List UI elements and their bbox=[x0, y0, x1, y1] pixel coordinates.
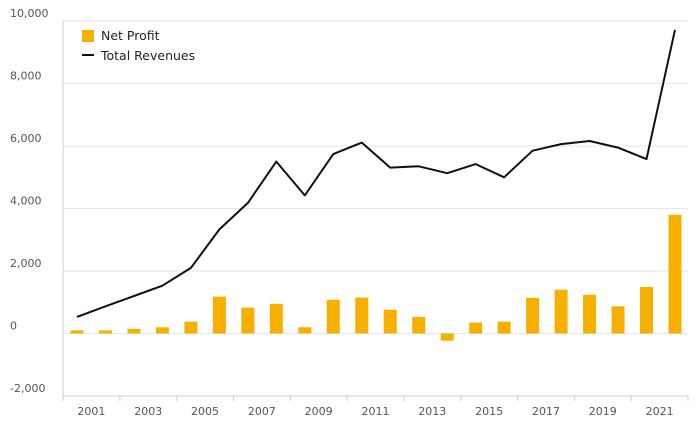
net-profit-bar bbox=[440, 333, 454, 341]
net-profit-bar bbox=[583, 294, 597, 334]
x-tick-label: 2019 bbox=[589, 405, 617, 418]
net-profit-bar bbox=[212, 296, 226, 334]
net-profit-bar bbox=[383, 309, 397, 334]
legend-total-revenues-label: Total Revenues bbox=[100, 48, 195, 63]
total-revenues-line-group bbox=[76, 29, 676, 318]
legend: Net Profit Total Revenues bbox=[82, 28, 195, 63]
x-tick-label: 2015 bbox=[475, 405, 503, 418]
net-profit-bar bbox=[668, 214, 682, 334]
x-tick-label: 2007 bbox=[248, 405, 276, 418]
y-tick-label: 8,000 bbox=[10, 70, 42, 83]
net-profit-bar bbox=[184, 321, 198, 334]
y-tick-label: 0 bbox=[10, 320, 17, 333]
y-tick-label: 10,000 bbox=[10, 7, 49, 20]
x-tick-label: 2001 bbox=[77, 405, 105, 418]
net-profit-bar bbox=[611, 306, 625, 334]
net-profit-bar bbox=[70, 330, 84, 334]
net-profit-bar bbox=[298, 327, 312, 334]
net-profit-bars bbox=[70, 214, 682, 341]
net-profit-bar bbox=[98, 330, 112, 334]
net-profit-bar bbox=[326, 299, 340, 334]
x-tick-label: 2011 bbox=[362, 405, 390, 418]
legend-net-profit-swatch bbox=[82, 30, 94, 42]
net-profit-bar bbox=[355, 297, 369, 334]
net-profit-bar bbox=[155, 327, 169, 334]
net-profit-bar bbox=[269, 303, 283, 334]
x-tick-label: 2009 bbox=[305, 405, 333, 418]
net-profit-bar bbox=[412, 316, 426, 334]
x-tick-label: 2021 bbox=[646, 405, 674, 418]
y-tick-label: 2,000 bbox=[10, 257, 42, 270]
net-profit-bar bbox=[241, 307, 255, 334]
y-tick-label: 4,000 bbox=[10, 195, 42, 208]
x-tick-label: 2005 bbox=[191, 405, 219, 418]
y-tick-label: 6,000 bbox=[10, 132, 42, 145]
net-profit-bar bbox=[469, 322, 483, 334]
y-tick-label: -2,000 bbox=[10, 382, 45, 395]
total-revenues-line bbox=[76, 29, 676, 318]
net-profit-bar bbox=[127, 328, 141, 334]
axes: -2,000 0 2,000 4,000 6,000 8,000 10,000 2001 200… bbox=[10, 7, 689, 418]
net-profit-bar bbox=[640, 286, 654, 334]
net-profit-bar bbox=[526, 297, 540, 334]
x-tick-label: 2013 bbox=[418, 405, 446, 418]
x-tick-label: 2017 bbox=[532, 405, 560, 418]
gridlines bbox=[63, 20, 688, 397]
net-profit-bar bbox=[554, 289, 568, 334]
legend-net-profit-label: Net Profit bbox=[101, 28, 160, 43]
net-profit-bar bbox=[497, 321, 511, 334]
x-tick-label: 2003 bbox=[134, 405, 162, 418]
